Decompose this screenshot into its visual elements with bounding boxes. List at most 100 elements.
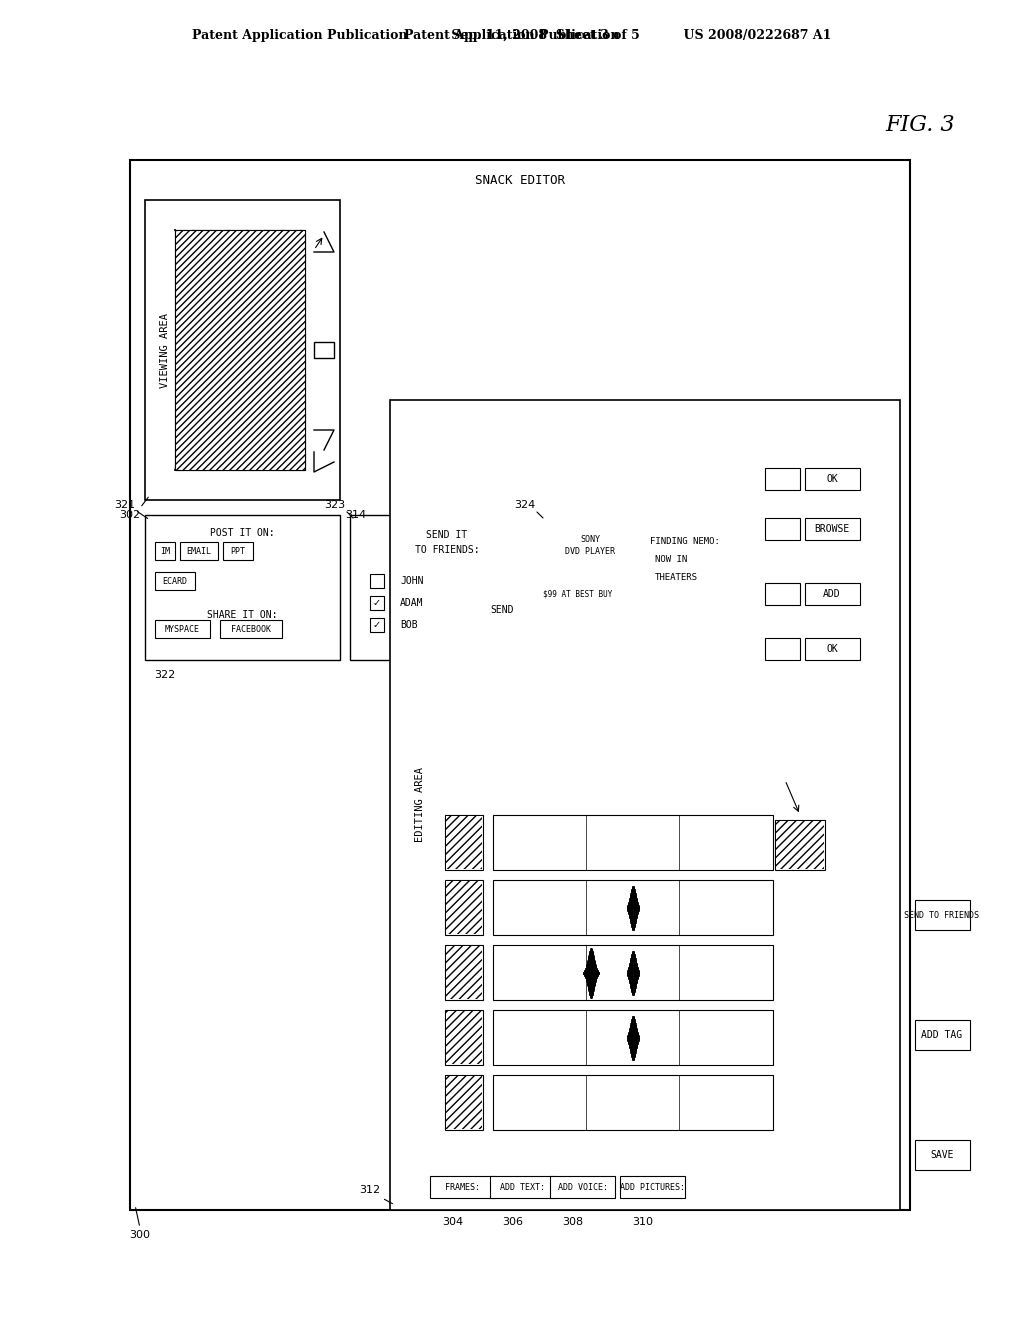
FancyBboxPatch shape <box>765 583 800 605</box>
FancyBboxPatch shape <box>915 1020 970 1049</box>
Text: SEND: SEND <box>490 605 514 615</box>
Text: ADAM: ADAM <box>400 598 424 609</box>
FancyBboxPatch shape <box>314 342 334 358</box>
Text: OK: OK <box>826 644 838 653</box>
Text: 302: 302 <box>120 510 140 520</box>
FancyBboxPatch shape <box>155 572 195 590</box>
FancyBboxPatch shape <box>130 160 910 1210</box>
Text: IM: IM <box>160 546 170 556</box>
Text: 300: 300 <box>129 1230 151 1239</box>
FancyBboxPatch shape <box>805 583 860 605</box>
FancyBboxPatch shape <box>552 586 604 602</box>
FancyBboxPatch shape <box>445 880 483 935</box>
Text: SEND TO FRIENDS: SEND TO FRIENDS <box>904 911 980 920</box>
FancyBboxPatch shape <box>493 1010 773 1065</box>
FancyBboxPatch shape <box>765 469 800 490</box>
Bar <box>446 880 482 935</box>
FancyBboxPatch shape <box>805 638 860 660</box>
Text: 321: 321 <box>115 500 135 510</box>
FancyBboxPatch shape <box>620 1176 685 1199</box>
Text: ✓: ✓ <box>373 598 381 609</box>
Text: VIEWING AREA: VIEWING AREA <box>160 313 170 388</box>
Text: OK: OK <box>826 474 838 484</box>
Text: THEATERS: THEATERS <box>655 573 698 582</box>
FancyBboxPatch shape <box>805 517 860 540</box>
FancyBboxPatch shape <box>370 618 384 632</box>
Text: SNACK EDITOR: SNACK EDITOR <box>475 173 565 186</box>
Text: SHARE IT ON:: SHARE IT ON: <box>207 610 278 620</box>
FancyBboxPatch shape <box>445 814 483 870</box>
Bar <box>446 1076 482 1129</box>
Text: JOHN: JOHN <box>400 576 424 586</box>
Text: FRAMES:: FRAMES: <box>445 1183 480 1192</box>
Text: FIG. 3: FIG. 3 <box>885 114 954 136</box>
Text: BOB: BOB <box>400 620 418 630</box>
Text: EDITING AREA: EDITING AREA <box>415 767 425 842</box>
Text: 308: 308 <box>562 1217 584 1228</box>
Text: ECARD: ECARD <box>163 577 187 586</box>
Text: 306: 306 <box>503 1217 523 1228</box>
Text: BROWSE: BROWSE <box>814 524 850 535</box>
FancyBboxPatch shape <box>145 515 340 660</box>
Text: FACEBOOK: FACEBOOK <box>231 624 271 634</box>
FancyBboxPatch shape <box>493 945 773 1001</box>
Text: SEND IT: SEND IT <box>426 531 468 540</box>
FancyBboxPatch shape <box>550 1176 615 1199</box>
Text: ADD TAG: ADD TAG <box>922 1030 963 1040</box>
FancyBboxPatch shape <box>145 201 340 500</box>
Bar <box>175 230 305 470</box>
Text: TO FRIENDS:: TO FRIENDS: <box>415 545 479 554</box>
FancyBboxPatch shape <box>480 601 525 620</box>
Text: Patent Application Publication          Sep. 11, 2008  Sheet 3 of 5          US : Patent Application Publication Sep. 11, … <box>193 29 831 41</box>
FancyBboxPatch shape <box>445 1010 483 1065</box>
Text: POST IT ON:: POST IT ON: <box>210 528 274 539</box>
FancyBboxPatch shape <box>445 1074 483 1130</box>
FancyBboxPatch shape <box>493 1074 773 1130</box>
Text: 310: 310 <box>633 1217 653 1228</box>
FancyBboxPatch shape <box>155 543 175 560</box>
FancyBboxPatch shape <box>370 597 384 610</box>
FancyBboxPatch shape <box>550 531 630 605</box>
FancyBboxPatch shape <box>805 469 860 490</box>
Text: ADD: ADD <box>823 589 841 599</box>
Text: NOW IN: NOW IN <box>655 556 687 565</box>
Text: ADD TEXT:: ADD TEXT: <box>501 1183 546 1192</box>
FancyBboxPatch shape <box>493 814 773 870</box>
Text: EMAIL: EMAIL <box>186 546 212 556</box>
FancyBboxPatch shape <box>370 574 384 587</box>
FancyBboxPatch shape <box>775 820 825 870</box>
FancyBboxPatch shape <box>430 1176 495 1199</box>
Text: PPT: PPT <box>230 546 246 556</box>
Text: 323: 323 <box>325 500 345 510</box>
Text: 314: 314 <box>345 510 367 520</box>
FancyBboxPatch shape <box>220 620 282 638</box>
Bar <box>446 1011 482 1064</box>
Text: ✓: ✓ <box>373 620 381 630</box>
Text: 312: 312 <box>359 1185 381 1195</box>
FancyBboxPatch shape <box>540 515 750 660</box>
FancyBboxPatch shape <box>493 880 773 935</box>
FancyBboxPatch shape <box>223 543 253 560</box>
Text: FINDING NEMO:: FINDING NEMO: <box>650 537 720 546</box>
FancyBboxPatch shape <box>175 230 305 470</box>
Bar <box>446 816 482 869</box>
Text: $99 AT BEST BUY: $99 AT BEST BUY <box>544 590 612 598</box>
FancyBboxPatch shape <box>490 1176 555 1199</box>
Text: 322: 322 <box>155 671 176 680</box>
Text: DVD PLAYER: DVD PLAYER <box>565 548 615 557</box>
FancyBboxPatch shape <box>390 400 900 1210</box>
Text: ADD VOICE:: ADD VOICE: <box>558 1183 608 1192</box>
FancyBboxPatch shape <box>765 517 800 540</box>
Text: 304: 304 <box>442 1217 464 1228</box>
FancyBboxPatch shape <box>445 945 483 1001</box>
Text: 324: 324 <box>514 500 536 510</box>
Text: Patent Application Publication: Patent Application Publication <box>404 29 620 41</box>
FancyBboxPatch shape <box>765 638 800 660</box>
FancyBboxPatch shape <box>915 1140 970 1170</box>
FancyBboxPatch shape <box>155 620 210 638</box>
Bar <box>446 946 482 999</box>
FancyBboxPatch shape <box>180 543 218 560</box>
Text: MYSPACE: MYSPACE <box>165 624 200 634</box>
FancyBboxPatch shape <box>915 900 970 931</box>
FancyBboxPatch shape <box>350 515 545 660</box>
